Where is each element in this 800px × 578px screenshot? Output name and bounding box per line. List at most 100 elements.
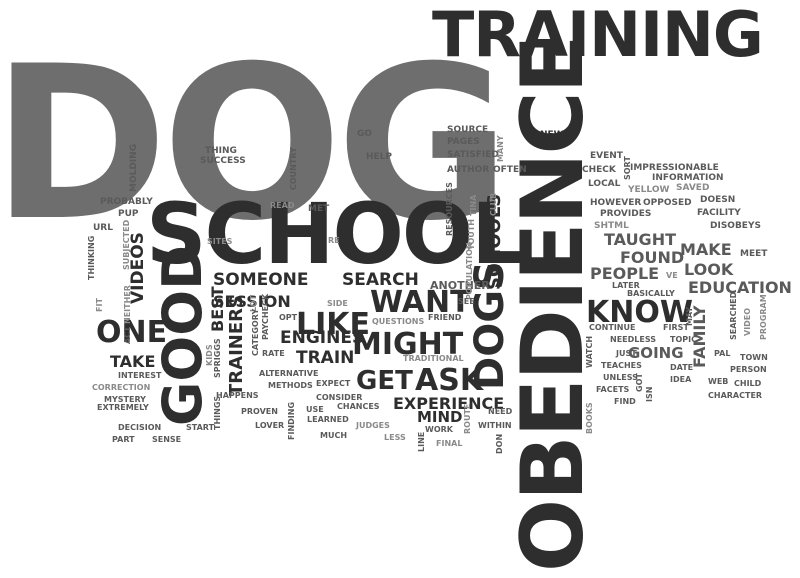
word-interest: INTEREST [118, 371, 162, 380]
word-event: EVENT [590, 151, 623, 161]
word-side: SIDE [327, 299, 348, 308]
word-correction: CORRECTION [92, 383, 151, 392]
word-information: INFORMATION [652, 173, 724, 183]
word-watch: WATCH [585, 335, 594, 368]
word-obedience: OBEDIENCE [503, 36, 603, 572]
word-thing: THING [205, 146, 237, 156]
word-final: FINAL [436, 439, 463, 448]
word-expect: EXPECT [316, 379, 351, 388]
word-pages: PAGES [447, 137, 480, 147]
word-use: USE [306, 405, 324, 414]
word-sense: SENSE [152, 435, 182, 444]
word-provides: PROVIDES [600, 209, 652, 219]
word-much: MUCH [320, 431, 348, 440]
word-lover: LOVER [255, 421, 285, 430]
word-people: PEOPLE [590, 264, 660, 283]
word-opposed: OPPOSED [643, 198, 692, 208]
word-yellow: YELLOW [628, 185, 670, 195]
word-disobeys: DISOBEYS [710, 221, 761, 231]
word-shtml: SHTML [594, 221, 629, 231]
word-trainers: TRAINERS [226, 295, 247, 396]
word-alternative: ALTERNATIVE [259, 369, 319, 378]
word-rate: RATE [262, 349, 285, 358]
word-methods: METHODS [268, 381, 313, 390]
word-needless: NEEDLESS [610, 335, 656, 344]
word-extremely: EXTREMELY [97, 403, 149, 412]
word-new: NEW [540, 130, 564, 140]
word-neither: NEITHER [123, 285, 132, 324]
word-found: FOUND [620, 248, 685, 267]
word-sites: SITES [207, 237, 233, 246]
word-success: SUCCESS [200, 156, 246, 166]
word-local: LOCAL [588, 179, 621, 189]
word-url: URL [93, 223, 113, 233]
word-training: TRAINING [432, 0, 764, 71]
word-child: CHILD [734, 379, 762, 388]
word-train: TRAIN [296, 348, 355, 368]
word-country: COUNTRY [289, 147, 298, 190]
word-find: FIND [614, 397, 636, 406]
word-read: READ [270, 201, 295, 210]
word-population: POPULATION [465, 242, 474, 300]
word-know: KNOW [586, 295, 693, 330]
word-experience: EXPERIENCE [393, 394, 505, 413]
word-thinking: THINKING [87, 235, 96, 280]
word-judges: JUDGES [356, 421, 390, 430]
word-teaches: TEACHES [601, 361, 642, 370]
word-met: MET [308, 204, 330, 214]
word-ve: VE [666, 271, 678, 280]
word-start: START [186, 423, 215, 432]
word-author: AUTHOR [447, 165, 490, 175]
word-later: LATER [612, 281, 640, 290]
word-first: FIRST [663, 323, 689, 332]
word-another: ANOTHER [430, 279, 490, 292]
word-schools: SCHOOLS [484, 193, 505, 290]
word-videos: VIDEOS [128, 232, 148, 304]
word-tina: TINA [469, 194, 478, 216]
word-search: SEARCH [342, 270, 419, 290]
word-dog: DOG [0, 20, 510, 267]
word-get: GET [356, 366, 413, 396]
word-person: PERSON [730, 365, 767, 374]
word-ask: ASK [415, 363, 484, 398]
word-however: HOWEVER [590, 198, 642, 208]
word-mystery: MYSTERY [104, 395, 146, 404]
word-searched: SEARCHED [729, 291, 738, 340]
word-act: ACT [123, 326, 132, 344]
word-date: DATE [670, 363, 694, 372]
word-character: CHARACTER [708, 391, 763, 400]
word-opt: OPT [279, 313, 298, 322]
word-within: WITHIN [478, 421, 512, 430]
word-traditional: TRADITIONAL [403, 354, 464, 363]
word-got: GOT [635, 373, 644, 392]
word-fit: FIT [95, 298, 104, 312]
word-check: CHECK [582, 165, 616, 175]
word-web: WEB [708, 377, 729, 386]
word-idea: IDEA [670, 375, 692, 384]
word-many: MANY [496, 135, 505, 162]
word-proven: PROVEN [241, 407, 278, 416]
word-spriggs: SPRIGGS [213, 338, 222, 378]
word-facility: FACILITY [697, 208, 741, 218]
word-less: LESS [384, 433, 406, 442]
word-source: SOURCE [447, 125, 489, 135]
word-category: CATEGORY [251, 308, 260, 356]
word-someone: SOMEONE [213, 270, 309, 290]
word-continue: CONTINUE [589, 323, 636, 332]
word-need: NEED [488, 407, 513, 416]
word-see: SEE [458, 297, 475, 306]
word-often: OFTEN [493, 165, 527, 175]
word-route: ROUTE [463, 403, 472, 434]
word-resources: RESOURCES [445, 182, 454, 236]
word-paycheck: PAYCHECK [261, 293, 270, 340]
word-impressionable: IMPRESSIONABLE [630, 163, 719, 173]
word-line: LINE [417, 431, 426, 452]
word-club: CLUB [489, 192, 498, 216]
word-satisfied: SATISFIED [447, 150, 499, 160]
word-subjected: SUBJECTED [122, 219, 131, 270]
word-going: GOING [628, 344, 684, 362]
word-questions: QUESTIONS [372, 317, 425, 326]
word-meet: MEET [740, 249, 768, 259]
word-isn: ISN [645, 386, 654, 402]
word-engines: ENGINES [280, 328, 365, 348]
